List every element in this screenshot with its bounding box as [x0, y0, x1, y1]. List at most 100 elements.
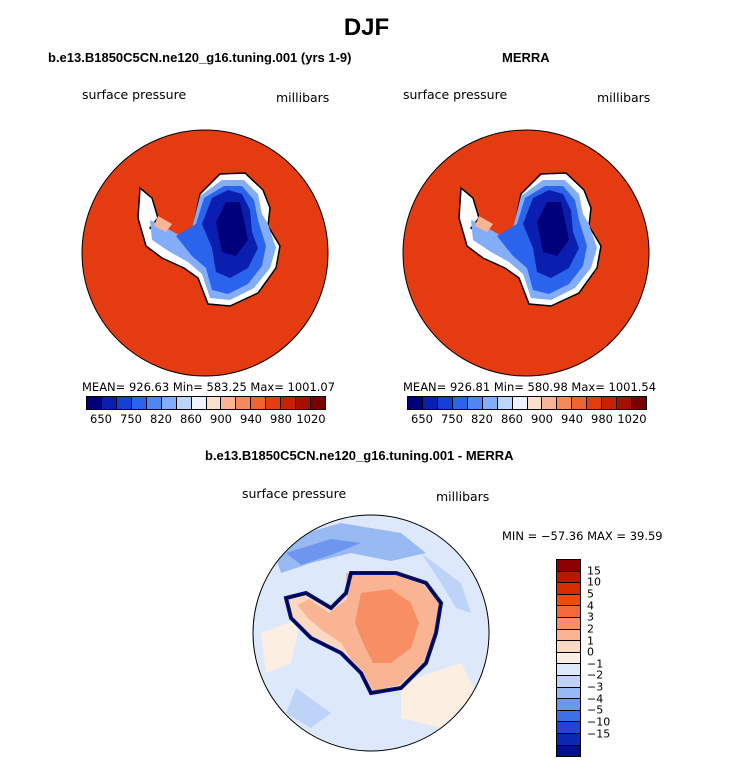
left-colorbar-tick-label: 940: [240, 412, 262, 426]
figure-title: DJF: [343, 14, 390, 41]
diff-colorbar-tick-label: 10: [587, 575, 601, 589]
right-colorbar-swatch: [587, 397, 603, 409]
right-colorbar-swatch: [632, 397, 646, 409]
right-stats: MEAN= 926.81 Min= 580.98 Max= 1001.54: [403, 380, 657, 394]
left-colorbar-tick-label: 820: [150, 412, 172, 426]
diff-colorbar-swatch: [557, 664, 580, 676]
left-panel-title: b.e13.B1850C5CN.ne120_g16.tuning.001 (yr…: [48, 50, 352, 65]
diff-map-border: [252, 514, 490, 752]
diff-colorbar-tick-label: −3: [587, 680, 604, 694]
left-colorbar-swatch: [281, 397, 297, 409]
diff-colorbar-swatch: [557, 699, 580, 711]
diff-colorbar: [556, 559, 581, 757]
left-colorbar-swatch: [87, 397, 102, 409]
right-panel-title: MERRA: [502, 50, 550, 65]
diff-colorbar-tick-label: −5: [587, 703, 604, 717]
right-colorbar-tick-label: 940: [561, 412, 583, 426]
right-colorbar-swatch: [542, 397, 558, 409]
diff-colorbar-swatch: [557, 560, 580, 572]
diff-colorbar-swatch: [557, 629, 580, 642]
right-colorbar-swatch: [557, 397, 573, 409]
left-colorbar-swatch: [116, 397, 132, 409]
right-antarctica: [458, 172, 602, 307]
diff-colorbar-swatch: [557, 710, 580, 723]
right-colorbar-swatch: [437, 397, 453, 409]
diff-colorbar-tick-label: 3: [587, 610, 594, 624]
left-colorbar-swatch: [221, 397, 237, 409]
diff-colorbar-swatch: [557, 594, 580, 607]
diff-colorbar-tick-label: 4: [587, 599, 594, 613]
diff-stats: MIN = −57.36 MAX = 39.59: [502, 529, 663, 543]
diff-colorbar-swatch: [557, 733, 580, 746]
right-colorbar-tick-label: 750: [441, 412, 463, 426]
left-colorbar-swatch: [161, 397, 177, 409]
left-colorbar-tick-label: 1020: [296, 412, 326, 426]
right-colorbar-tick-label: 860: [501, 412, 523, 426]
left-colorbar-tick-label: 900: [210, 412, 232, 426]
diff-units-label: millibars: [436, 489, 490, 504]
left-colorbar-swatch: [296, 397, 312, 409]
right-colorbar-ticks: 650 750 820 860 900 940 980 1020: [407, 412, 647, 428]
diff-field: [261, 523, 476, 728]
left-colorbar-swatch: [251, 397, 267, 409]
diff-colorbar-tick-label: −15: [587, 727, 611, 741]
left-colorbar-tick-label: 860: [180, 412, 202, 426]
diff-colorbar-swatch: [557, 722, 580, 734]
diff-colorbar-swatch: [557, 571, 580, 584]
diff-colorbar-tick-label: −10: [587, 715, 611, 729]
right-variable-label: surface pressure: [403, 87, 508, 102]
left-map: [81, 129, 329, 377]
left-colorbar-ticks: 650 750 820 860 900 940 980 1020: [86, 412, 326, 428]
right-colorbar: [407, 396, 647, 410]
right-colorbar-swatch: [527, 397, 543, 409]
left-colorbar-swatch: [176, 397, 192, 409]
right-colorbar-swatch: [602, 397, 618, 409]
left-antarctica: [137, 172, 281, 307]
diff-map: [252, 514, 490, 752]
right-colorbar-tick-label: 1020: [617, 412, 647, 426]
left-colorbar-swatch: [191, 397, 207, 409]
diff-colorbar-tick-label: 5: [587, 587, 594, 601]
right-map: [402, 129, 650, 377]
right-colorbar-swatch: [422, 397, 438, 409]
left-variable-label: surface pressure: [82, 87, 187, 102]
left-map-border: [81, 129, 329, 377]
diff-colorbar-swatch: [557, 617, 580, 630]
right-colorbar-tick-label: 980: [591, 412, 613, 426]
right-colorbar-tick-label: 820: [471, 412, 493, 426]
right-colorbar-swatch: [617, 397, 633, 409]
left-colorbar-tick-label: 750: [120, 412, 142, 426]
left-colorbar-swatch: [146, 397, 162, 409]
left-colorbar-swatch: [131, 397, 147, 409]
diff-colorbar-swatch: [557, 652, 580, 665]
left-colorbar: [86, 396, 326, 410]
left-units-label: millibars: [276, 90, 330, 105]
left-colorbar-swatch: [101, 397, 117, 409]
right-colorbar-swatch: [572, 397, 588, 409]
diff-colorbar-swatch: [557, 583, 580, 595]
diff-colorbar-tick-label: 2: [587, 622, 594, 636]
diff-colorbar-tick-label: −2: [587, 668, 604, 682]
diff-colorbar-tick-label: 1: [587, 634, 594, 648]
diff-colorbar-ticks: 15 10 5 4 3 2 1 0 −1 −2 −3 −4 −5 −10 −15: [587, 559, 627, 757]
left-colorbar-swatch: [311, 397, 325, 409]
diff-colorbar-swatch: [557, 675, 580, 688]
diff-colorbar-swatch: [557, 745, 580, 757]
left-colorbar-tick-label: 650: [90, 412, 112, 426]
right-map-border: [402, 129, 650, 377]
diff-colorbar-swatch: [557, 687, 580, 700]
diff-colorbar-swatch: [557, 606, 580, 618]
left-colorbar-tick-label: 980: [270, 412, 292, 426]
diff-panel-title: b.e13.B1850C5CN.ne120_g16.tuning.001 - M…: [205, 448, 514, 463]
right-colorbar-swatch: [408, 397, 423, 409]
diff-colorbar-tick-label: 15: [587, 564, 601, 578]
left-colorbar-swatch: [236, 397, 252, 409]
right-colorbar-swatch: [497, 397, 513, 409]
diff-variable-label: surface pressure: [242, 486, 347, 501]
left-colorbar-swatch: [266, 397, 282, 409]
right-colorbar-swatch: [452, 397, 468, 409]
right-colorbar-swatch: [482, 397, 498, 409]
diff-colorbar-tick-label: 0: [587, 645, 594, 659]
left-colorbar-swatch: [206, 397, 222, 409]
left-stats: MEAN= 926.63 Min= 583.25 Max= 1001.07: [82, 380, 336, 394]
